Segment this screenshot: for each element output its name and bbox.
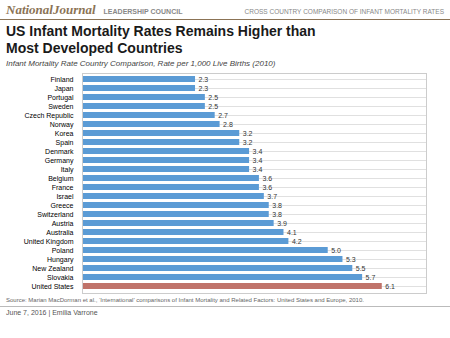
svg-text:Switzerland: Switzerland	[37, 211, 73, 218]
svg-text:6.1: 6.1	[385, 283, 395, 290]
svg-text:2.3: 2.3	[199, 85, 209, 92]
svg-text:Israel: Israel	[56, 193, 74, 200]
svg-text:Sweden: Sweden	[48, 103, 73, 110]
svg-text:Korea: Korea	[55, 130, 74, 137]
svg-text:3.2: 3.2	[243, 130, 253, 137]
svg-text:Japan: Japan	[54, 85, 73, 93]
html-text:US Infant Mortality Rates Rema: US Infant Mortality Rates Remains Higher…	[6, 23, 316, 56]
svg-text:Poland: Poland	[52, 247, 74, 254]
svg-text:Slovakia: Slovakia	[47, 274, 74, 281]
svg-text:Portugal: Portugal	[47, 94, 74, 102]
svg-text:2.8: 2.8	[223, 121, 233, 128]
svg-text:3.8: 3.8	[272, 202, 282, 209]
svg-text:2.7: 2.7	[218, 112, 228, 119]
svg-text:3.6: 3.6	[262, 184, 272, 191]
svg-text:United States: United States	[31, 283, 74, 290]
svg-text:Austria: Austria	[52, 220, 74, 227]
svg-text:3.8: 3.8	[272, 211, 282, 218]
html-text:NationalJournal: NationalJournal	[6, 2, 96, 17]
svg-text:Belgium: Belgium	[48, 175, 73, 183]
svg-text:Norway: Norway	[50, 121, 74, 129]
svg-text:Greece: Greece	[51, 202, 74, 209]
html-text:LEADERSHIP COUNCIL: LEADERSHIP COUNCIL	[103, 8, 183, 15]
svg-text:3.4: 3.4	[253, 148, 263, 155]
svg-text:3.7: 3.7	[267, 193, 277, 200]
svg-text:5.0: 5.0	[331, 247, 341, 254]
html-text:Source: Marian MacDorman et al: Source: Marian MacDorman et al., ‘Intern…	[6, 297, 364, 303]
svg-text:3.6: 3.6	[262, 175, 272, 182]
svg-text:3.9: 3.9	[277, 220, 287, 227]
svg-text:3.4: 3.4	[253, 166, 263, 173]
svg-text:5.7: 5.7	[366, 274, 376, 281]
svg-text:Hungary: Hungary	[47, 256, 74, 264]
svg-text:Czech Republic: Czech Republic	[24, 112, 74, 120]
svg-text:5.3: 5.3	[346, 256, 356, 263]
svg-text:2.5: 2.5	[208, 94, 218, 101]
html-text:CROSS COUNTRY COMPARISON OF IN: CROSS COUNTRY COMPARISON OF INFANT MORTA…	[244, 8, 444, 15]
svg-text:United Kingdom: United Kingdom	[24, 238, 74, 246]
svg-text:3.2: 3.2	[243, 139, 253, 146]
svg-text:Denmark: Denmark	[45, 148, 74, 155]
svg-text:France: France	[52, 184, 74, 191]
svg-text:5.5: 5.5	[356, 265, 366, 272]
svg-text:2.5: 2.5	[208, 103, 218, 110]
svg-text:3.4: 3.4	[253, 157, 263, 164]
svg-text:Germany: Germany	[45, 157, 74, 165]
svg-text:Italy: Italy	[61, 166, 74, 174]
svg-text:New Zealand: New Zealand	[32, 265, 73, 272]
svg-text:Finland: Finland	[51, 76, 74, 83]
svg-text:Spain: Spain	[56, 139, 74, 147]
svg-text:2.3: 2.3	[199, 76, 209, 83]
html-text:Infant Mortality Rate Country: Infant Mortality Rate Country Comparison…	[6, 59, 276, 68]
svg-text:4.2: 4.2	[292, 238, 302, 245]
svg-text:Australia: Australia	[46, 229, 73, 236]
svg-text:4.1: 4.1	[287, 229, 297, 236]
html-text:June 7, 2016 | Emilia Varrone: June 7, 2016 | Emilia Varrone	[6, 309, 98, 316]
